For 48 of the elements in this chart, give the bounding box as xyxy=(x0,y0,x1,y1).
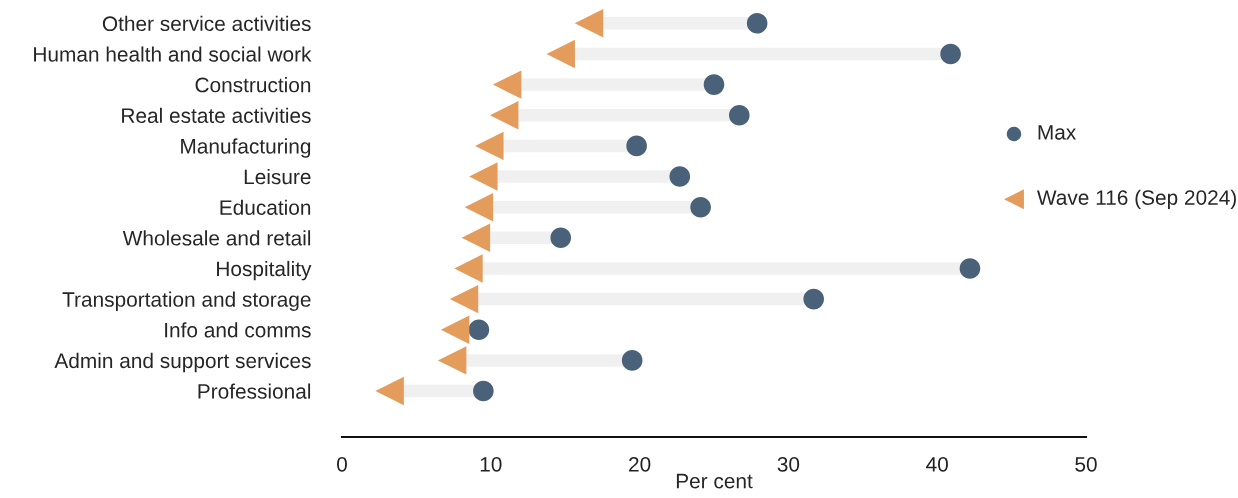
point xyxy=(473,380,494,402)
point xyxy=(690,196,711,218)
point xyxy=(550,227,572,249)
legend-label: Wave 116 (Sep 2024) xyxy=(1036,189,1236,210)
point xyxy=(746,13,768,34)
point xyxy=(440,315,470,344)
point xyxy=(574,9,604,38)
y-tick-label: Real estate activities xyxy=(122,107,311,123)
y-tick-label: Construction xyxy=(195,77,311,93)
x-axis-title: Per cent xyxy=(676,473,753,489)
x-tick-label: 30 xyxy=(777,456,800,472)
point xyxy=(492,70,522,99)
point xyxy=(449,284,479,314)
point xyxy=(375,376,404,406)
point xyxy=(489,101,519,130)
point xyxy=(803,288,824,310)
legend-label: Max xyxy=(1038,125,1077,140)
x-tick-label: 10 xyxy=(480,456,502,472)
point xyxy=(464,192,494,222)
point xyxy=(940,43,961,65)
point xyxy=(703,74,725,95)
y-tick-label: Leisure xyxy=(244,168,311,185)
point xyxy=(626,135,647,157)
y-tick-label: Other service activities xyxy=(102,15,311,32)
point xyxy=(959,258,981,279)
y-tick-label: Professional xyxy=(198,383,311,399)
point xyxy=(461,223,491,253)
point xyxy=(475,131,504,161)
y-tick-label: Admin and support services xyxy=(54,352,311,373)
y-tick-label: Human health and social work xyxy=(34,46,312,62)
point xyxy=(546,39,575,69)
x-tick-label: 40 xyxy=(926,456,948,472)
y-tick-label: Hospitality xyxy=(217,260,312,281)
y-tick-label: Transportation and storage xyxy=(62,291,311,311)
point xyxy=(729,104,750,126)
point xyxy=(469,162,498,191)
y-tick-label: Manufacturing xyxy=(181,138,311,158)
x-tick-label: 0 xyxy=(337,456,347,472)
x-tick-label: 50 xyxy=(1075,456,1097,472)
y-tick-label: Info and comms xyxy=(165,322,311,338)
point xyxy=(468,319,490,341)
y-tick-label: Wholesale and retail xyxy=(122,230,311,246)
point xyxy=(669,166,691,187)
point xyxy=(454,254,483,283)
point xyxy=(437,346,467,375)
y-tick-label: Education xyxy=(220,199,311,215)
x-tick-label: 20 xyxy=(629,456,651,472)
point xyxy=(621,350,643,371)
